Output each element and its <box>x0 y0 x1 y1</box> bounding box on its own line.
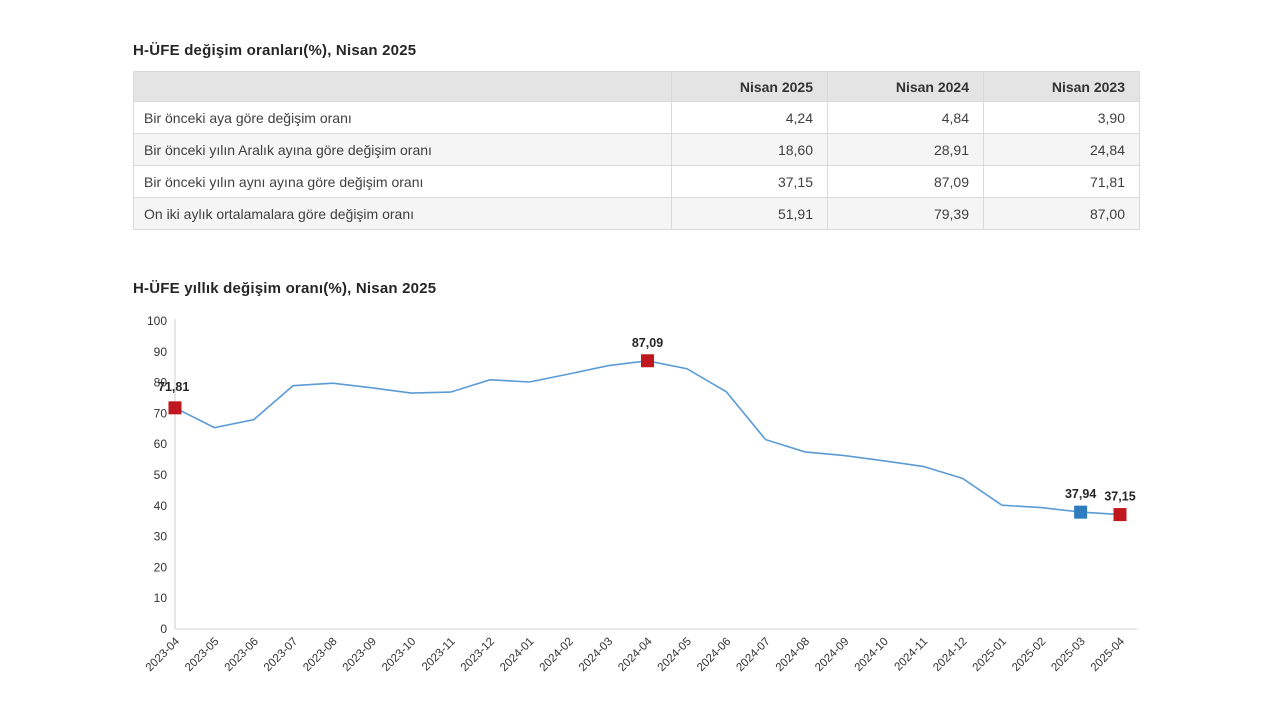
row-label: Bir önceki yılın Aralık ayına göre değiş… <box>133 133 672 166</box>
value-cell: 4,24 <box>671 101 828 134</box>
y-tick-label: 20 <box>154 560 168 574</box>
value-cell: 28,91 <box>827 133 984 166</box>
y-tick-label: 60 <box>154 437 168 451</box>
value-cell: 24,84 <box>983 133 1140 166</box>
x-tick-label: 2025-01 <box>971 636 1009 674</box>
table-row: Bir önceki yılın aynı ayına göre değişim… <box>133 165 1140 198</box>
x-tick-label: 2024-09 <box>813 636 851 674</box>
value-cell: 18,60 <box>671 133 828 166</box>
x-tick-label: 2023-09 <box>341 636 379 674</box>
y-tick-label: 10 <box>154 591 168 605</box>
x-tick-label: 2024-06 <box>695 636 733 674</box>
y-tick-label: 100 <box>147 314 167 328</box>
value-cell: 87,09 <box>827 165 984 198</box>
chart-section: H-ÜFE yıllık değişim oranı(%), Nisan 202… <box>133 280 1137 701</box>
x-tick-label: 2024-12 <box>931 636 969 674</box>
table-column-header: Nisan 2024 <box>827 71 984 102</box>
x-tick-label: 2023-07 <box>262 636 300 674</box>
y-tick-label: 80 <box>154 376 168 390</box>
x-tick-label: 2023-04 <box>144 635 183 674</box>
x-tick-label: 2023-08 <box>301 636 339 674</box>
y-tick-label: 90 <box>154 345 168 359</box>
y-tick-label: 50 <box>154 468 168 482</box>
value-cell: 3,90 <box>983 101 1140 134</box>
value-cell: 71,81 <box>983 165 1140 198</box>
data-marker <box>641 354 654 368</box>
x-tick-label: 2024-03 <box>577 636 615 674</box>
point-label: 37,15 <box>1104 490 1135 504</box>
row-label: Bir önceki aya göre değişim oranı <box>133 101 672 134</box>
x-tick-label: 2025-03 <box>1049 636 1087 674</box>
x-tick-label: 2023-06 <box>223 636 261 674</box>
y-tick-label: 30 <box>154 530 168 544</box>
point-label: 71,81 <box>158 380 189 394</box>
table-header-row: Nisan 2025 Nisan 2024 Nisan 2023 <box>133 71 1140 102</box>
page-content: H-ÜFE değişim oranları(%), Nisan 2025 Ni… <box>133 0 1140 701</box>
x-tick-label: 2025-02 <box>1010 636 1048 674</box>
table-row: On iki aylık ortalamalara göre değişim o… <box>133 197 1140 230</box>
line-chart: 0 10 20 30 40 50 60 70 80 90 100 2023-04 2023-05 2023… <box>133 309 1137 701</box>
data-marker <box>1113 508 1127 522</box>
value-cell: 37,15 <box>671 165 828 198</box>
data-marker <box>168 401 182 415</box>
table-column-header: Nisan 2023 <box>983 71 1140 102</box>
row-label: Bir önceki yılın aynı ayına göre değişim… <box>133 165 672 198</box>
chart-title: H-ÜFE yıllık değişim oranı(%), Nisan 202… <box>133 280 437 297</box>
point-label: 37,94 <box>1065 487 1096 501</box>
rates-table-section: H-ÜFE değişim oranları(%), Nisan 2025 Ni… <box>133 42 1140 230</box>
table-row: Bir önceki aya göre değişim oranı 4,24 4,8… <box>133 101 1140 134</box>
x-tick-label: 2023-11 <box>420 636 458 674</box>
y-tick-label: 40 <box>154 499 168 513</box>
table-title: H-ÜFE değişim oranları(%), Nisan 2025 <box>133 42 417 59</box>
value-cell: 87,00 <box>983 197 1140 230</box>
x-tick-label: 2024-02 <box>538 636 576 674</box>
x-tick-label: 2023-10 <box>380 636 418 674</box>
y-tick-label: 0 <box>160 622 167 636</box>
x-tick-label: 2024-05 <box>656 636 694 674</box>
x-tick-label: 2024-11 <box>892 636 930 674</box>
table-row: Bir önceki yılın Aralık ayına göre değiş… <box>133 133 1140 166</box>
table-corner-header <box>133 71 672 102</box>
data-marker <box>1074 505 1088 519</box>
x-tick-label: 2024-04 <box>616 635 655 674</box>
point-label: 87,09 <box>632 336 663 350</box>
x-tick-label: 2024-10 <box>853 636 891 674</box>
x-tick-label: 2023-12 <box>459 636 497 674</box>
x-tick-label: 2025-04 <box>1089 635 1128 674</box>
x-tick-label: 2023-05 <box>183 636 221 674</box>
table-column-header: Nisan 2025 <box>671 71 828 102</box>
rates-table: Nisan 2025 Nisan 2024 Nisan 2023 Bir öncek… <box>133 71 1140 230</box>
value-cell: 4,84 <box>827 101 984 134</box>
value-cell: 79,39 <box>827 197 984 230</box>
x-tick-label: 2024-01 <box>498 636 536 674</box>
value-cell: 51,91 <box>671 197 828 230</box>
y-tick-label: 70 <box>154 406 168 420</box>
x-tick-label: 2024-07 <box>734 636 772 674</box>
row-label: On iki aylık ortalamalara göre değişim o… <box>133 197 672 230</box>
x-tick-label: 2024-08 <box>774 636 812 674</box>
series-line <box>174 359 1121 516</box>
